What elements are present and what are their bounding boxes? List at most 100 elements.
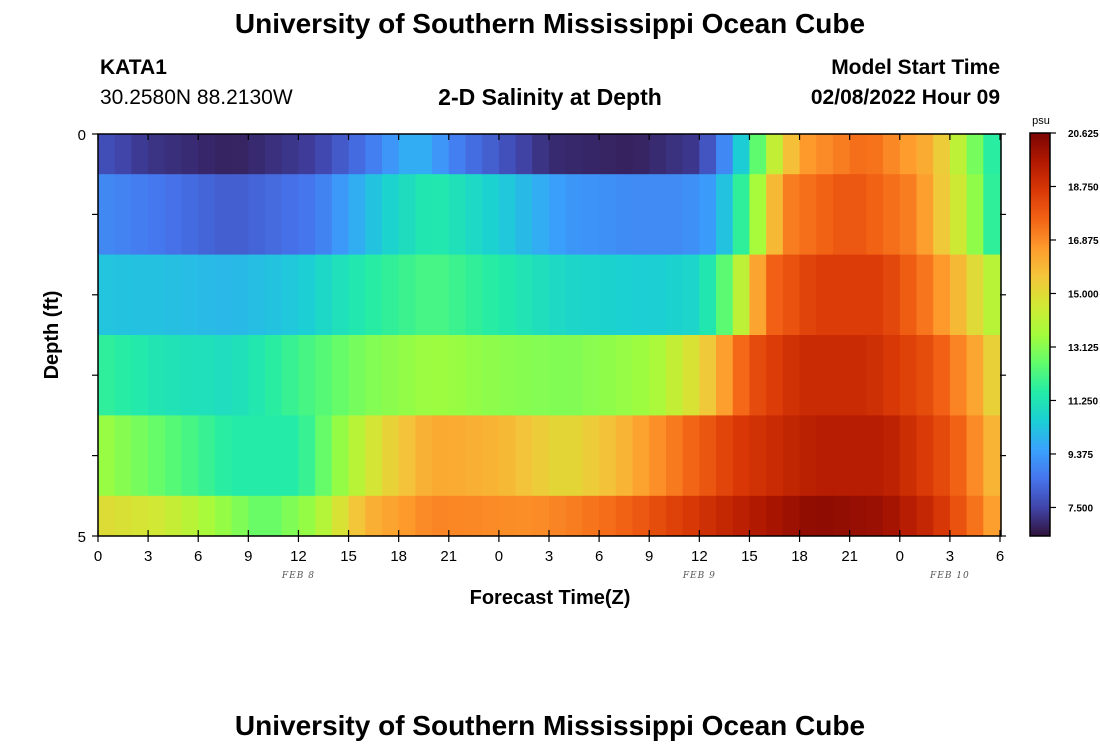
heatmap-cell bbox=[265, 254, 283, 336]
heatmap-cell bbox=[265, 335, 283, 416]
heatmap-layer-4 bbox=[98, 415, 1001, 497]
heatmap-cell bbox=[448, 254, 467, 336]
heatmap-cell bbox=[799, 174, 817, 255]
heatmap-cell bbox=[916, 415, 934, 497]
colorbar-tick-label: 16.875 bbox=[1068, 236, 1099, 247]
heatmap-cell bbox=[665, 415, 684, 497]
heatmap-cell bbox=[181, 254, 199, 336]
heatmap-cell bbox=[599, 335, 617, 416]
heatmap-cell bbox=[415, 495, 433, 537]
heatmap-cell bbox=[231, 134, 249, 175]
heatmap-cell bbox=[582, 174, 600, 255]
heatmap-cell bbox=[883, 134, 901, 175]
heatmap-cell bbox=[799, 495, 817, 537]
heatmap-cell bbox=[716, 134, 734, 175]
heatmap-cell bbox=[532, 335, 550, 416]
x-tick-label: 0 bbox=[896, 548, 904, 565]
model-start-value: 02/08/2022 Hour 09 bbox=[810, 86, 1000, 109]
heatmap-cell bbox=[782, 134, 801, 175]
heatmap-cell bbox=[448, 415, 467, 497]
heatmap-cell bbox=[983, 254, 1001, 336]
heatmap-cell bbox=[365, 495, 383, 537]
heatmap-cell bbox=[632, 415, 650, 497]
heatmap-cell bbox=[983, 415, 1001, 497]
heatmap-cell bbox=[899, 134, 918, 175]
heatmap-cell bbox=[682, 415, 700, 497]
heatmap-cell bbox=[632, 134, 650, 175]
heatmap-cell bbox=[916, 134, 934, 175]
heatmap-cell bbox=[198, 415, 216, 497]
heatmap-cell bbox=[148, 254, 166, 336]
heatmap-cell bbox=[381, 134, 400, 175]
heatmap-cell bbox=[381, 174, 400, 255]
heatmap-cell bbox=[515, 254, 533, 336]
heatmap-cell bbox=[265, 415, 283, 497]
heatmap-cell bbox=[98, 254, 116, 336]
heatmap-cell bbox=[214, 335, 233, 416]
heatmap-cell bbox=[782, 254, 801, 336]
date-label: FEB 8 bbox=[281, 571, 315, 581]
heatmap-cell bbox=[933, 335, 951, 416]
heatmap-cell bbox=[565, 335, 583, 416]
heatmap-cell bbox=[649, 174, 667, 255]
heatmap-cell bbox=[365, 254, 383, 336]
heatmap-cell bbox=[716, 495, 734, 537]
heatmap-cell bbox=[498, 495, 517, 537]
heatmap-layer-1 bbox=[98, 174, 1001, 255]
heatmap-cell bbox=[515, 415, 533, 497]
heatmap-cell bbox=[248, 335, 266, 416]
heatmap-cell bbox=[465, 254, 483, 336]
heatmap-cell bbox=[248, 495, 266, 537]
x-tick-label: 21 bbox=[440, 548, 457, 565]
heatmap-cell bbox=[482, 335, 500, 416]
heatmap-cell bbox=[181, 495, 199, 537]
heatmap-cell bbox=[799, 254, 817, 336]
heatmap-cell bbox=[114, 174, 132, 255]
heatmap-cell bbox=[699, 134, 717, 175]
heatmap-cell bbox=[148, 134, 166, 175]
heatmap-cell bbox=[599, 254, 617, 336]
heatmap-cell bbox=[398, 335, 416, 416]
heatmap-cell bbox=[849, 335, 867, 416]
heatmap-cell bbox=[899, 174, 918, 255]
heatmap-cell bbox=[949, 335, 968, 416]
heatmap-cell bbox=[832, 134, 851, 175]
heatmap-cell bbox=[732, 254, 751, 336]
heatmap-layer-3 bbox=[98, 335, 1001, 416]
heatmap-cell bbox=[665, 335, 684, 416]
heatmap-cell bbox=[448, 134, 467, 175]
y-axis-title: Depth (ft) bbox=[41, 291, 63, 380]
x-tick-label: 0 bbox=[495, 548, 503, 565]
heatmap-cell bbox=[532, 495, 550, 537]
heatmap-cell bbox=[649, 415, 667, 497]
heatmap-cell bbox=[933, 134, 951, 175]
heatmap-cell bbox=[448, 495, 467, 537]
heatmap-cell bbox=[832, 254, 851, 336]
heatmap-cell bbox=[766, 254, 784, 336]
heatmap-cell bbox=[181, 415, 199, 497]
heatmap-cell bbox=[198, 174, 216, 255]
heatmap-cell bbox=[398, 254, 416, 336]
heatmap-cell bbox=[515, 495, 533, 537]
heatmap-cell bbox=[381, 415, 400, 497]
heatmap-layer-0 bbox=[98, 134, 1001, 175]
x-tick-label: 18 bbox=[390, 548, 407, 565]
heatmap-cell bbox=[766, 174, 784, 255]
heatmap-cell bbox=[565, 254, 583, 336]
heatmap-cell bbox=[381, 254, 400, 336]
heatmap-cell bbox=[615, 174, 634, 255]
heatmap-cell bbox=[348, 495, 366, 537]
heatmap-cell bbox=[465, 415, 483, 497]
heatmap-cell bbox=[632, 174, 650, 255]
heatmap-cell bbox=[298, 335, 316, 416]
heatmap-cell bbox=[432, 495, 450, 537]
heatmap-cell bbox=[448, 335, 467, 416]
heatmap-cell bbox=[782, 335, 801, 416]
heatmap-cell bbox=[832, 495, 851, 537]
heatmap-cell bbox=[131, 335, 149, 416]
heatmap-cell bbox=[498, 254, 517, 336]
heatmap-cell bbox=[799, 134, 817, 175]
heatmap-cell bbox=[231, 495, 249, 537]
heatmap-cell bbox=[799, 335, 817, 416]
heatmap-cell bbox=[198, 254, 216, 336]
